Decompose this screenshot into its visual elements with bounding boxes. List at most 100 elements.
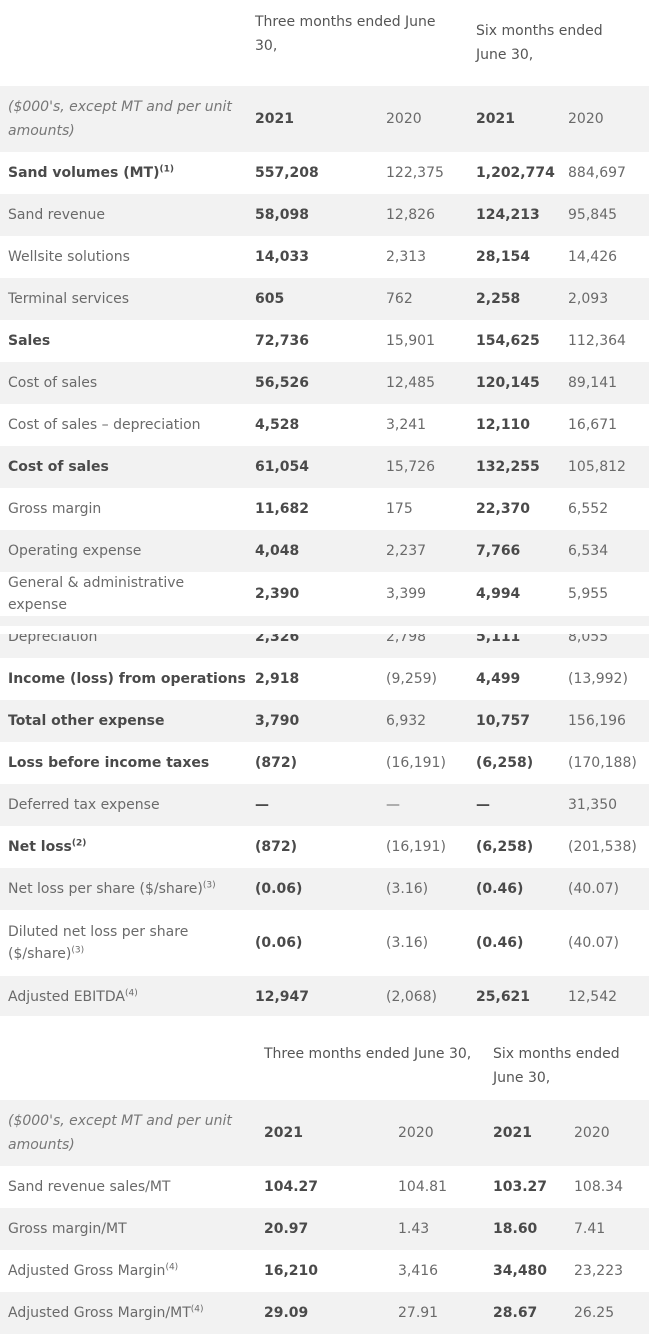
table-subheader-row: ($000's, except MT and per unit amounts)… [0,1100,649,1166]
row-label: Total other expense [0,700,247,742]
value-cell: 7,766 [476,543,521,559]
value-cell: 2,918 [255,671,300,687]
value-cell: 4,499 [476,671,521,687]
row-label: Sand volumes (MT)(1) [0,152,247,194]
value-cell: 108.34 [574,1179,624,1195]
value-cell: 28,154 [476,249,531,265]
value-cell: 6,552 [568,501,609,517]
value-cell: 12,542 [568,989,618,1005]
value-cell: 124,213 [476,207,540,223]
table-row: Depreciation 2,326 2,798 5,111 8,055 [0,616,649,658]
value-cell: 22,370 [476,501,531,517]
row-label: Adjusted EBITDA(4) [0,976,247,1018]
table-row: Cost of sales 61,054 15,726 132,255 105,812 [0,446,649,488]
value-cell: 2,237 [386,543,427,559]
value-cell: 122,375 [386,165,444,181]
row-label-text: Cost of sales [8,459,109,475]
value-cell: 112,364 [568,333,626,349]
value-cell: 25,621 [476,989,531,1005]
value-cell: (0.06) [255,935,303,951]
value-cell: 2,798 [386,629,427,645]
row-label-text: Adjusted Gross Margin/MT [8,1305,191,1321]
table-subheader-row: ($000's, except MT and per unit amounts)… [0,86,649,152]
table-row: Gross margin/MT 20.97 1.43 18.60 7.41 [0,1208,649,1250]
value-cell: 1,202,774 [476,165,555,181]
value-cell: 156,196 [568,713,626,729]
value-cell: 7.41 [574,1221,606,1237]
row-label-text: Sales [8,333,51,349]
value-cell: 2,093 [568,291,609,307]
footnote-marker: (4) [124,988,138,999]
value-cell: (3.16) [386,935,429,951]
scroll-divider [0,626,649,634]
value-cell: 27.91 [398,1305,439,1321]
row-label-text: Income (loss) from operations [8,671,246,687]
row-label-text: General & administrative expense [8,575,185,613]
value-cell: (2,068) [386,989,438,1005]
value-cell: (872) [255,755,298,771]
row-label: Net loss per share ($/share)(3) [0,868,247,910]
units-note: ($000's, except MT and per unit amounts) [8,99,232,139]
value-cell: — [386,797,400,813]
row-label-text: Cost of sales [8,375,98,391]
year-2020-q-header: 2020 [398,1125,434,1141]
table-row: Income (loss) from operations 2,918 (9,259… [0,658,649,700]
value-cell: — [476,797,491,813]
units-note: ($000's, except MT and per unit amounts) [8,1113,232,1153]
value-cell: 1.43 [398,1221,430,1237]
value-cell: 15,901 [386,333,435,349]
value-cell: (170,188) [568,755,637,771]
table-row: Sand revenue sales/MT 104.27 104.81 103.27 1… [0,1166,649,1208]
row-label: Wellsite solutions [0,236,247,278]
value-cell: (13,992) [568,671,628,687]
row-label: Adjusted Gross Margin(4) [0,1250,256,1292]
value-cell: 18.60 [493,1221,538,1237]
value-cell: 8,055 [568,629,609,645]
value-cell: 2,258 [476,291,521,307]
row-label: Income (loss) from operations [0,658,247,700]
three-months-header: Three months ended June 30, [255,14,436,54]
value-cell: 5,111 [476,629,521,645]
table-row: Operating expense 4,048 2,237 7,766 6,534 [0,530,649,572]
value-cell: 154,625 [476,333,540,349]
value-cell: 557,208 [255,165,319,181]
row-label-text: Adjusted Gross Margin [8,1263,166,1279]
footnote-marker: (3) [202,880,216,891]
value-cell: 132,255 [476,459,540,475]
table-row: Loss before income taxes (872) (16,191) (6,… [0,742,649,784]
row-label-text: Wellsite solutions [8,249,130,265]
value-cell: 2,313 [386,249,427,265]
value-cell: 12,826 [386,207,435,223]
value-cell: 3,790 [255,713,300,729]
value-cell: (3.16) [386,881,429,897]
table-row: Sand revenue 58,098 12,826 124,213 95,845 [0,194,649,236]
row-label: Sand revenue [0,194,247,236]
row-label: Deferred tax expense [0,784,247,826]
table-row: General & administrative expense 2,390 3,3… [0,572,649,616]
row-label: Gross margin/MT [0,1208,256,1250]
row-label: Cost of sales [0,362,247,404]
value-cell: 12,947 [255,989,310,1005]
year-2020-q-header: 2020 [386,111,422,127]
value-cell: 89,141 [568,375,618,391]
value-cell: (0.46) [476,881,524,897]
footnote-marker: (4) [165,1262,179,1273]
row-label: Gross margin [0,488,247,530]
value-cell: 4,048 [255,543,300,559]
value-cell: 15,726 [386,459,435,475]
value-cell: (872) [255,839,298,855]
year-2021-ytd-header: 2021 [493,1125,532,1141]
year-2021-q-header: 2021 [255,111,294,127]
row-label: Loss before income taxes [0,742,247,784]
value-cell: 16,671 [568,417,618,433]
value-cell: 12,485 [386,375,435,391]
row-label-text: Diluted net loss per share ($/share) [8,924,189,962]
row-label: Operating expense [0,530,247,572]
table-row: Terminal services 605 762 2,258 2,093 [0,278,649,320]
value-cell: 3,399 [386,586,427,602]
value-cell: 10,757 [476,713,531,729]
row-label-text: Operating expense [8,543,142,559]
value-cell: 762 [386,291,413,307]
footnote-marker: (4) [190,1304,204,1315]
row-label-text: Cost of sales – depreciation [8,417,201,433]
